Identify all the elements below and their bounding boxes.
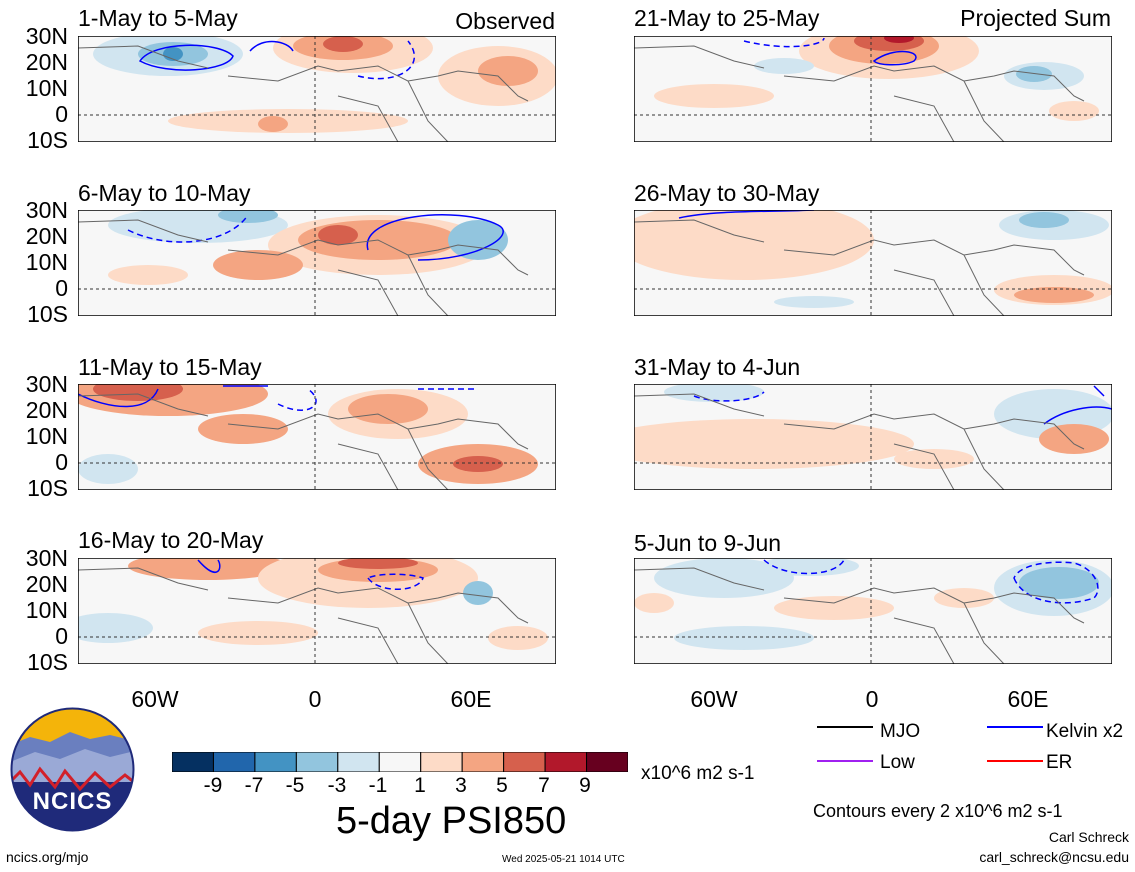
legend-label-low: Low bbox=[880, 752, 915, 773]
lon-label-0: 0 bbox=[865, 686, 879, 712]
legend-line-kelvin bbox=[987, 726, 1043, 728]
colorbar-cell bbox=[254, 752, 297, 772]
lat-label-0: 0 bbox=[55, 623, 68, 649]
lat-label-30n: 30N bbox=[25, 23, 68, 49]
lat-label-20n: 20N bbox=[25, 49, 68, 75]
lat-label-10n: 10N bbox=[25, 75, 68, 101]
timestamp: Wed 2025-05-21 1014 UTC bbox=[502, 854, 625, 865]
colorbar-tick: 1 bbox=[414, 774, 426, 797]
panel-corner-projected: Projected Sum bbox=[960, 5, 1111, 31]
colorbar-tick: 9 bbox=[579, 774, 591, 797]
colorbar-tick: -7 bbox=[244, 774, 264, 797]
colorbar-tick: 7 bbox=[538, 774, 550, 797]
colorbar-cell bbox=[378, 752, 422, 772]
map-panel-7 bbox=[634, 384, 1112, 490]
legend-label-er: ER bbox=[1046, 752, 1073, 773]
colorbar bbox=[172, 752, 628, 772]
colorbar-cell bbox=[586, 752, 628, 772]
map-panel-4 bbox=[78, 558, 556, 664]
panel-title-2: 6-May to 10-May bbox=[78, 180, 251, 206]
contour-note: Contours every 2 x10^6 m2 s-1 bbox=[813, 801, 1063, 821]
map-panel-2 bbox=[78, 210, 556, 316]
colorbar-tick: 3 bbox=[455, 774, 467, 797]
colorbar-cell bbox=[461, 752, 505, 772]
lon-label-60e: 60E bbox=[1007, 686, 1049, 712]
colorbar-cell bbox=[503, 752, 546, 772]
colorbar-tick: -9 bbox=[203, 774, 223, 797]
legend-line-low bbox=[817, 760, 873, 762]
lat-label-10s: 10S bbox=[27, 127, 68, 153]
colorbar-units: x10^6 m2 s-1 bbox=[641, 763, 755, 784]
panel-corner-observed: Observed bbox=[455, 8, 555, 34]
map-panel-6 bbox=[634, 210, 1112, 316]
colorbar-tick: -5 bbox=[285, 774, 305, 797]
lon-label-60e: 60E bbox=[450, 686, 492, 712]
lon-label-60w: 60W bbox=[131, 686, 179, 712]
legend-label-kelvin: Kelvin x2 bbox=[1046, 721, 1124, 742]
legend-line-mjo bbox=[817, 726, 873, 728]
author-name: Carl Schreck bbox=[1048, 829, 1129, 845]
lat-label-20n: 20N bbox=[25, 397, 68, 423]
lon-label-0: 0 bbox=[308, 686, 322, 712]
lat-label-30n: 30N bbox=[25, 545, 68, 571]
logo-text: NCICS bbox=[32, 788, 113, 815]
lat-label-10s: 10S bbox=[27, 649, 68, 675]
legend-line-er bbox=[987, 760, 1043, 762]
colorbar-cell bbox=[420, 752, 463, 772]
colorbar-tick: 5 bbox=[496, 774, 508, 797]
lat-label-10s: 10S bbox=[27, 475, 68, 501]
panel-title-4: 16-May to 20-May bbox=[78, 527, 264, 553]
legend-label-mjo: MJO bbox=[880, 721, 921, 742]
lat-label-20n: 20N bbox=[25, 571, 68, 597]
colorbar-tick: -3 bbox=[327, 774, 347, 797]
lon-label-60w: 60W bbox=[690, 686, 738, 712]
map-panel-5 bbox=[634, 36, 1112, 142]
map-panel-1 bbox=[78, 36, 556, 142]
panel-title-6: 26-May to 30-May bbox=[634, 180, 820, 206]
colorbar-tick: -1 bbox=[368, 774, 388, 797]
panel-title-1: 1-May to 5-May bbox=[78, 5, 238, 31]
lat-label-10n: 10N bbox=[25, 597, 68, 623]
main-title: 5-day PSI850 bbox=[336, 800, 567, 842]
map-panel-8 bbox=[634, 558, 1112, 664]
lat-label-10n: 10N bbox=[25, 423, 68, 449]
site-link[interactable]: ncics.org/mjo bbox=[6, 849, 89, 865]
lat-label-10s: 10S bbox=[27, 301, 68, 327]
lat-label-0: 0 bbox=[55, 275, 68, 301]
author-email[interactable]: carl_schreck@ncsu.edu bbox=[979, 849, 1129, 865]
lat-label-30n: 30N bbox=[25, 197, 68, 223]
panel-title-3: 11-May to 15-May bbox=[78, 354, 262, 380]
panel-title-7: 31-May to 4-Jun bbox=[634, 354, 801, 380]
colorbar-cell bbox=[212, 752, 256, 772]
ncics-logo bbox=[10, 707, 135, 832]
lat-label-10n: 10N bbox=[25, 249, 68, 275]
lat-label-0: 0 bbox=[55, 449, 68, 475]
lat-label-0: 0 bbox=[55, 101, 68, 127]
lat-label-30n: 30N bbox=[25, 371, 68, 397]
panel-title-8: 5-Jun to 9-Jun bbox=[634, 530, 782, 556]
map-panel-3 bbox=[78, 384, 556, 490]
lat-label-20n: 20N bbox=[25, 223, 68, 249]
panel-title-5: 21-May to 25-May bbox=[634, 5, 820, 31]
colorbar-cell bbox=[172, 752, 214, 772]
colorbar-cell bbox=[295, 752, 339, 772]
colorbar-cell bbox=[544, 752, 588, 772]
colorbar-cell bbox=[337, 752, 380, 772]
